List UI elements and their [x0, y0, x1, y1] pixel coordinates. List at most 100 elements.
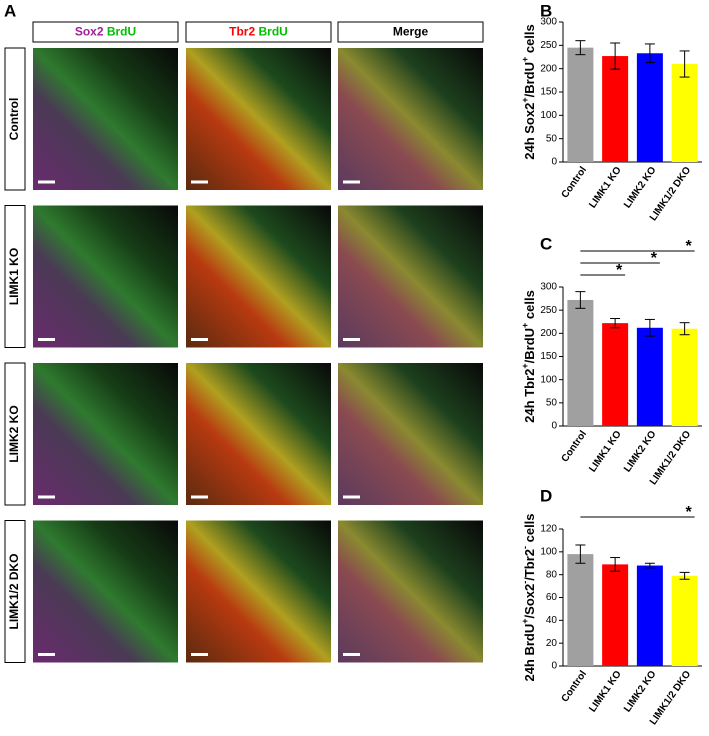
y-tick-label: 120 [540, 524, 557, 535]
row-label: LIMK1/2 DKO [7, 553, 21, 629]
row-label: Control [7, 98, 21, 141]
y-tick-label: 0 [551, 157, 557, 168]
y-tick-label: 50 [546, 133, 558, 144]
label-part: cells [522, 513, 537, 546]
bar [636, 53, 663, 163]
y-tick-label: 60 [546, 592, 558, 603]
bar [567, 554, 594, 666]
bar [636, 565, 663, 666]
panel-label: C [540, 234, 552, 253]
y-tick-label: 100 [540, 110, 557, 121]
x-tick-label: Control [560, 429, 590, 465]
label-part: cells [522, 290, 537, 323]
y-tick-label: 200 [540, 63, 557, 74]
label-part: 24h BrdU [522, 624, 537, 682]
row-label: LIMK2 KO [7, 405, 21, 462]
y-tick-label: 100 [540, 546, 557, 557]
significance-label: * [651, 250, 658, 267]
superscript: + [520, 323, 530, 328]
column-header: Sox2 BrdU [75, 25, 136, 39]
y-tick-label: 0 [551, 421, 557, 432]
x-tick-label: LIMK1 KO [587, 429, 624, 475]
bar [602, 323, 629, 426]
micrograph [186, 363, 331, 505]
y-tick-label: 250 [540, 305, 557, 316]
column-header-box [185, 21, 332, 43]
header-word: BrdU [259, 25, 288, 39]
label-part: cells [522, 24, 537, 57]
panel-label: D [540, 486, 552, 505]
header-word: Tbr2 [229, 25, 255, 39]
y-tick-label: 250 [540, 40, 557, 51]
superscript: + [520, 97, 530, 102]
y-tick-label: 300 [540, 17, 557, 28]
micrograph [338, 363, 483, 505]
bar [671, 64, 698, 162]
y-tick-label: 20 [546, 638, 558, 649]
superscript: - [520, 581, 530, 584]
bar [567, 299, 594, 426]
micrograph [186, 48, 331, 190]
y-tick-label: 40 [546, 615, 558, 626]
x-tick-label: LIMK1 KO [587, 669, 624, 715]
label-part: 24h Sox2 [522, 103, 537, 160]
y-tick-label: 100 [540, 374, 557, 385]
superscript: + [520, 57, 530, 62]
significance-label: * [686, 238, 693, 255]
y-axis-label: 24h Sox2+/BrdU+ cells [520, 24, 537, 160]
x-tick-label: Control [560, 669, 590, 705]
y-tick-label: 300 [540, 282, 557, 293]
header-word: Sox2 [75, 25, 104, 39]
micrograph [33, 48, 178, 190]
y-tick-label: 150 [540, 351, 557, 362]
bar [671, 575, 698, 666]
y-tick-label: 150 [540, 87, 557, 98]
bar [636, 327, 663, 426]
micrograph [33, 520, 178, 663]
y-tick-label: 200 [540, 328, 557, 339]
superscript: - [520, 546, 530, 549]
x-tick-label: LIMK2 KO [622, 165, 659, 211]
label-part: 24h Tbr2 [522, 369, 537, 423]
column-header: Tbr2 BrdU [229, 25, 288, 39]
significance-label: * [686, 504, 693, 521]
label-part: /Tbr2 [522, 549, 537, 581]
header-word: BrdU [107, 25, 136, 39]
label-part: /Sox2 [522, 584, 537, 619]
row-label-box [4, 47, 26, 191]
x-tick-label: Control [560, 165, 590, 201]
y-tick-label: 80 [546, 569, 558, 580]
micrograph [338, 205, 483, 348]
x-tick-label: LIMK2 KO [622, 429, 659, 475]
bar [567, 47, 594, 162]
label-part: /BrdU [522, 328, 537, 363]
micrograph [338, 520, 483, 663]
micrograph [33, 363, 178, 505]
column-header-box [32, 21, 179, 43]
panel-label: B [540, 1, 552, 20]
bar [671, 328, 698, 426]
micrograph [186, 520, 331, 663]
row-label-box [4, 520, 26, 663]
micrograph [186, 205, 331, 348]
y-tick-label: 0 [551, 661, 557, 672]
y-axis-label: 24h BrdU+/Sox2-/Tbr2- cells [520, 513, 537, 681]
row-label-box [4, 205, 26, 348]
row-label-box [4, 362, 26, 506]
row-label: LIMK1 KO [7, 248, 21, 305]
micrograph [338, 48, 483, 190]
column-header: Merge [393, 25, 429, 39]
panel-label: A [4, 1, 16, 20]
superscript: + [520, 618, 530, 623]
micrograph [33, 205, 178, 348]
header-word: Merge [393, 25, 429, 39]
superscript: + [520, 363, 530, 368]
column-header-box [337, 21, 484, 43]
bar [602, 56, 629, 162]
x-tick-label: LIMK2 KO [622, 669, 659, 715]
label-part: /BrdU [522, 62, 537, 97]
y-tick-label: 50 [546, 397, 558, 408]
significance-label: * [616, 262, 623, 279]
